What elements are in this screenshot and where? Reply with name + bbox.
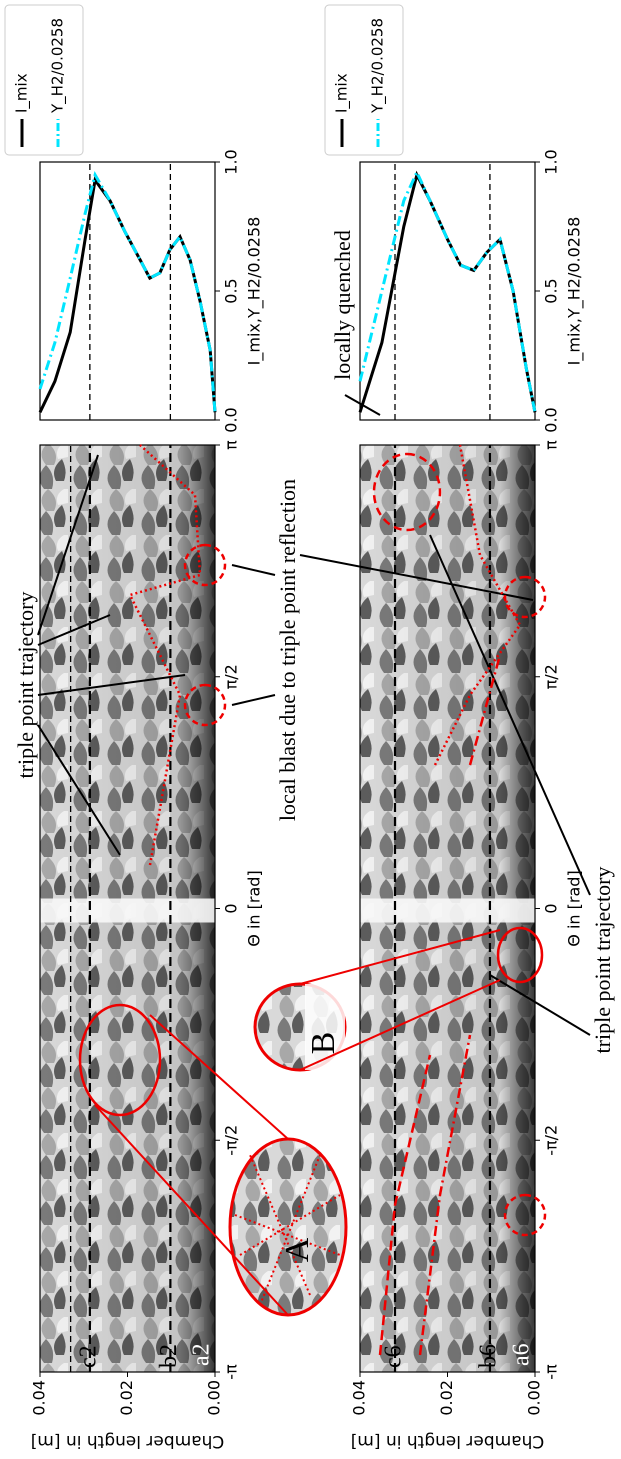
- x-tick-label: 0: [542, 903, 561, 913]
- x-axis-label: Θ in [rad]: [245, 870, 264, 946]
- heatmap-gap: [40, 898, 215, 923]
- x-tick-label: -π/2: [542, 1125, 561, 1156]
- inset-a: A: [78, 1003, 348, 1317]
- profile-frame: [359, 161, 536, 421]
- x-tick-label: 1.0: [542, 149, 561, 174]
- panel-label: a6: [509, 1343, 535, 1366]
- series-line: [38, 170, 217, 413]
- ref-line-label: c2: [75, 1345, 101, 1368]
- x-tick-label: 1.0: [222, 149, 241, 174]
- x-tick-label: π/2: [542, 664, 561, 689]
- series-line: [358, 168, 537, 413]
- annotation-leaders: [37, 394, 591, 1036]
- y-tick-label: 0.00: [525, 1380, 544, 1416]
- x-tick-label: 0.5: [222, 278, 241, 303]
- x-tick-label: -π/2: [222, 1125, 241, 1156]
- x-axis-label: Θ in [rad]: [565, 870, 584, 946]
- ref-line-label: c6: [381, 1345, 407, 1368]
- inset-label: A: [279, 1237, 316, 1262]
- annotation: triple point trajectory: [590, 867, 615, 1054]
- legend-box: [4, 4, 84, 156]
- ref-line-label: b2: [156, 1344, 182, 1368]
- legend-label: Y_H2/0.0258: [49, 18, 68, 114]
- heatmap-gap: [360, 898, 535, 923]
- legend-box: [324, 4, 404, 156]
- x-tick-label: -π: [222, 1364, 241, 1380]
- annotation: locally quenched: [330, 230, 355, 380]
- legend-label: Y_H2/0.0258: [369, 18, 388, 114]
- x-axis-label: I_mix,Y_H2/0.0258: [565, 217, 585, 366]
- x-tick-label: 0.0: [222, 407, 241, 432]
- x-tick-label: 0.0: [542, 407, 561, 432]
- annotation: local blast due to triple point reflecti…: [275, 479, 300, 821]
- legend-label: I_mix: [13, 73, 32, 113]
- y-tick-label: 0.00: [205, 1380, 224, 1416]
- legend-label: I_mix: [333, 73, 352, 113]
- x-tick-label: π: [542, 440, 561, 450]
- trajectory-marks: [128, 444, 547, 1356]
- x-tick-label: 0: [222, 903, 241, 913]
- inset-label: B: [305, 1032, 342, 1055]
- x-tick-label: π: [222, 440, 241, 450]
- y-axis-label: Chamber length in [m]: [31, 1431, 225, 1451]
- x-axis-label: I_mix,Y_H2/0.0258: [245, 217, 265, 366]
- ref-line-label: b6: [475, 1344, 501, 1368]
- y-tick-label: 0.02: [117, 1380, 136, 1416]
- inset-b: B: [253, 926, 544, 1072]
- y-tick-label: 0.04: [30, 1380, 49, 1416]
- y-tick-label: 0.04: [350, 1380, 369, 1416]
- panel-label: a2: [189, 1343, 215, 1366]
- x-tick-label: -π: [542, 1364, 561, 1380]
- x-tick-label: 0.5: [542, 278, 561, 303]
- annotation: triple point trajectory: [13, 592, 38, 779]
- x-tick-label: π/2: [222, 664, 241, 689]
- y-tick-label: 0.02: [437, 1380, 456, 1416]
- y-axis-label: Chamber length in [m]: [351, 1431, 545, 1451]
